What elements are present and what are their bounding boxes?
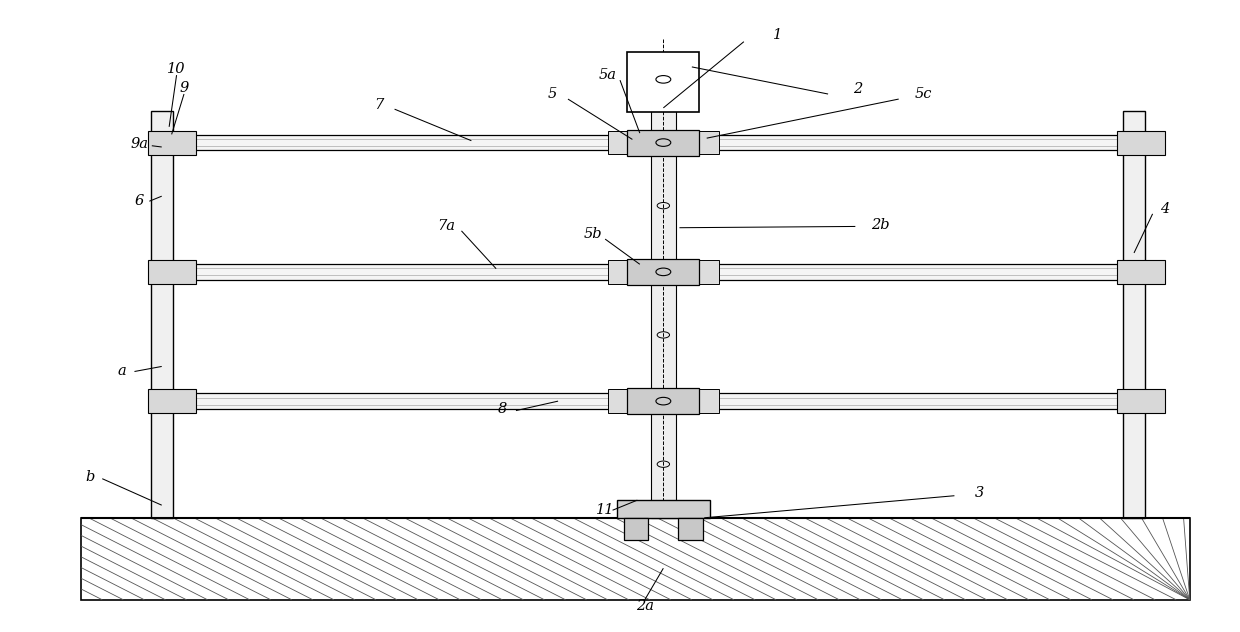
Text: 2: 2 bbox=[853, 82, 863, 96]
Bar bbox=[81, 518, 1189, 600]
Text: 9: 9 bbox=[180, 81, 188, 95]
Bar bbox=[150, 111, 172, 518]
Bar bbox=[618, 500, 709, 518]
Text: 8: 8 bbox=[497, 403, 507, 416]
Bar bbox=[161, 264, 1135, 280]
Text: b: b bbox=[86, 470, 94, 484]
Bar bbox=[627, 388, 699, 414]
Text: 7a: 7a bbox=[438, 219, 455, 233]
Text: a: a bbox=[118, 365, 126, 379]
Text: 5b: 5b bbox=[584, 227, 603, 241]
Text: 2a: 2a bbox=[636, 599, 653, 613]
Bar bbox=[608, 131, 719, 154]
Bar bbox=[627, 259, 699, 285]
Bar bbox=[678, 518, 703, 540]
Bar bbox=[161, 135, 1135, 150]
Text: 2b: 2b bbox=[870, 217, 889, 231]
Bar bbox=[1117, 260, 1166, 284]
Text: 5a: 5a bbox=[599, 68, 616, 82]
Text: 5c: 5c bbox=[915, 87, 932, 101]
Text: 3: 3 bbox=[975, 485, 983, 499]
Bar bbox=[651, 111, 676, 518]
Text: 5: 5 bbox=[547, 87, 557, 101]
Bar bbox=[624, 518, 649, 540]
Bar bbox=[1117, 389, 1166, 413]
Bar bbox=[148, 389, 196, 413]
Text: 10: 10 bbox=[167, 62, 186, 76]
Text: 6: 6 bbox=[135, 194, 144, 208]
Text: 1: 1 bbox=[773, 28, 782, 42]
Text: 9a: 9a bbox=[130, 138, 149, 152]
Bar bbox=[627, 130, 699, 155]
Bar bbox=[1123, 111, 1146, 518]
Bar bbox=[627, 52, 699, 112]
Bar bbox=[161, 393, 1135, 409]
Bar bbox=[1117, 131, 1166, 155]
Text: 4: 4 bbox=[1161, 202, 1169, 216]
Bar bbox=[608, 389, 719, 413]
Bar bbox=[148, 260, 196, 284]
Text: 11: 11 bbox=[596, 503, 614, 517]
Text: 7: 7 bbox=[373, 98, 383, 112]
Bar bbox=[608, 260, 719, 284]
Bar bbox=[148, 131, 196, 155]
